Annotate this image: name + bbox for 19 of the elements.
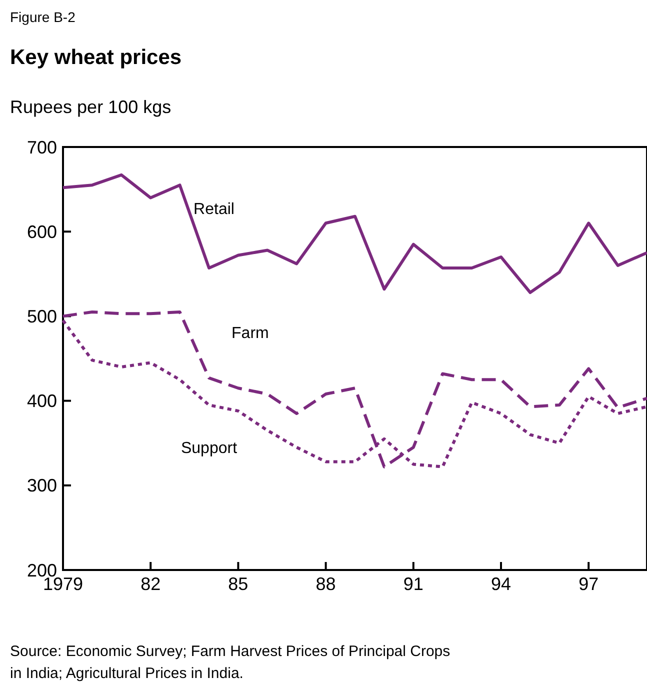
chart-title: Key wheat prices: [10, 46, 182, 69]
x-tick-label: 94: [490, 574, 512, 594]
line-series: [62, 173, 647, 294]
y-tick-label: 500: [26, 306, 57, 326]
source-note: Source: Economic Survey; Farm Harvest Prices of Principal Crops in India; Agricultural Prices in India.: [10, 643, 450, 682]
y-tick-label: 400: [26, 391, 57, 412]
x-tick-label: 88: [316, 574, 336, 594]
x-tick-label: 82: [140, 574, 161, 594]
y-tick-label: 300: [26, 476, 57, 496]
x-tick-label: 85: [228, 574, 248, 594]
x-tick-label: 97: [578, 574, 599, 594]
series-label: Support: [180, 440, 238, 458]
x-tick-label: 91: [403, 574, 424, 594]
y-tick-label: 600: [26, 222, 57, 242]
text: Farm: [232, 325, 269, 342]
y-axis-title: Rupees per 100 kgs: [10, 97, 172, 117]
text: Figure B-2: [10, 9, 76, 25]
y-tick-label: 700: [26, 137, 57, 158]
series-label: Retail: [194, 200, 234, 218]
